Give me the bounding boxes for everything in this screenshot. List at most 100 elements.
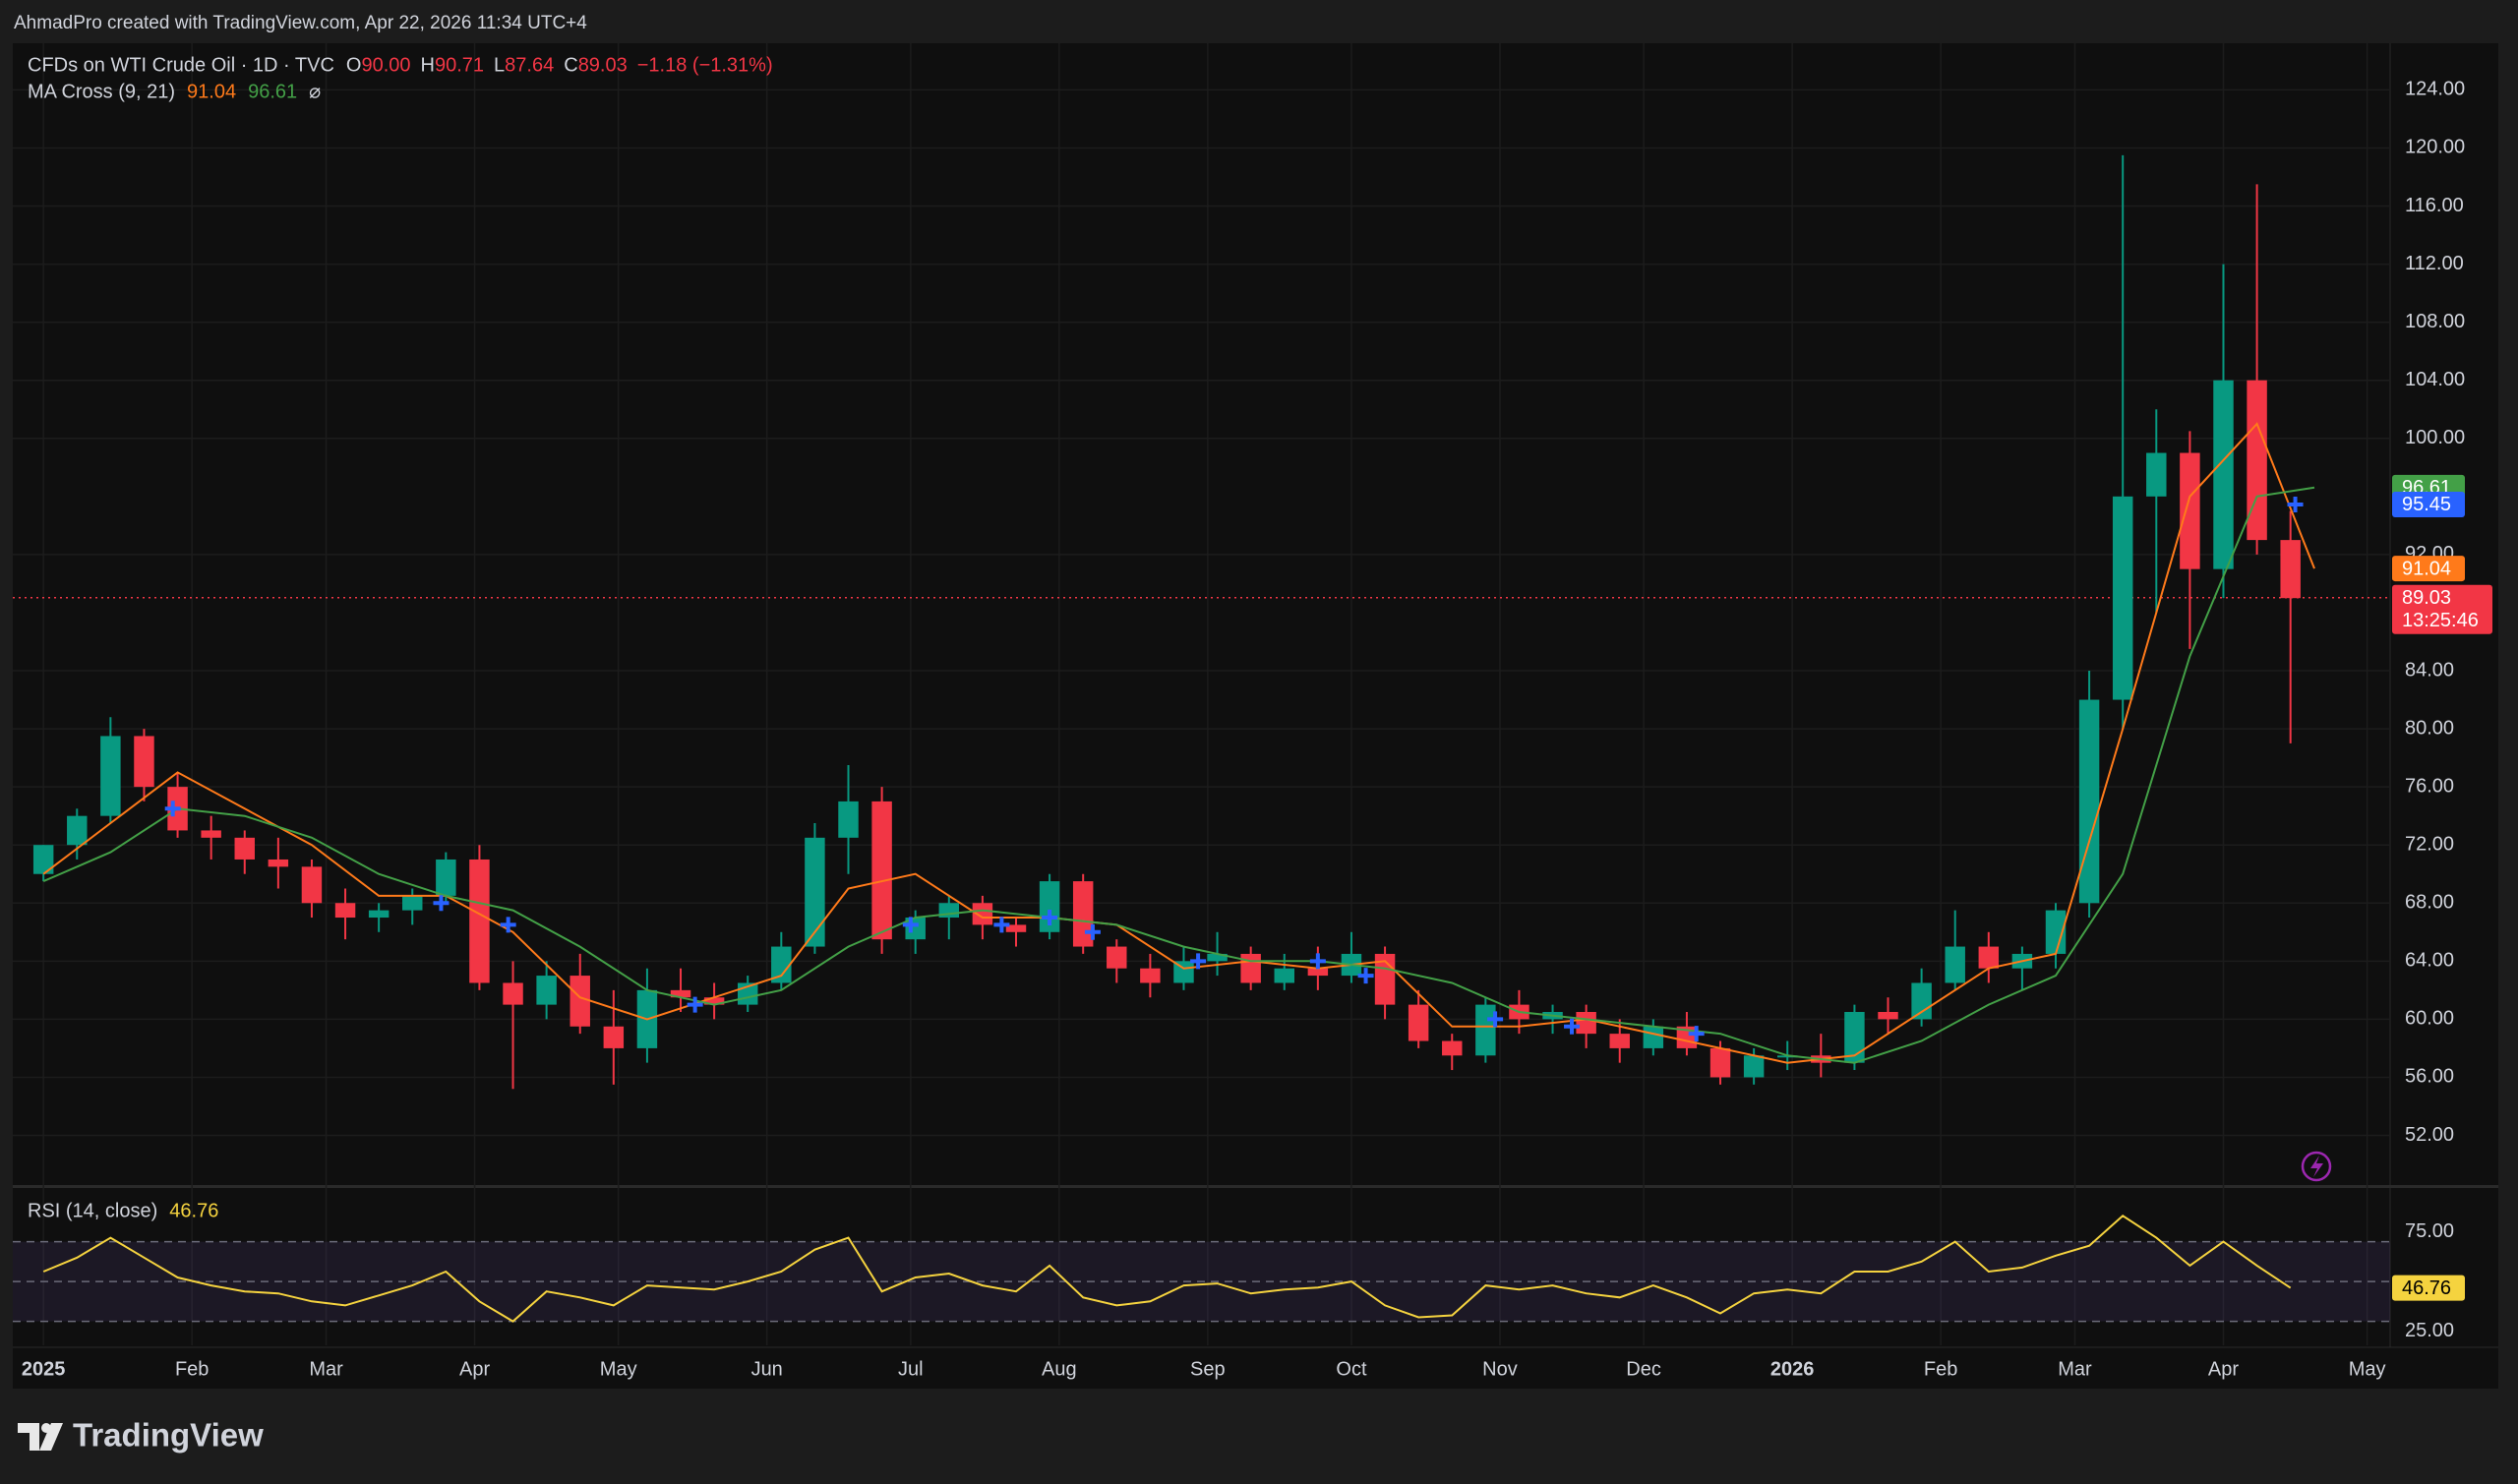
rsi-line xyxy=(42,1215,2292,1323)
price-badge xyxy=(2392,1275,2465,1301)
candle-body xyxy=(2180,452,2200,569)
candle-body xyxy=(234,837,255,860)
candle-body xyxy=(301,866,323,904)
candle-body xyxy=(1207,953,1228,962)
candle-body xyxy=(670,989,691,998)
x-tick-label: Apr xyxy=(459,1358,490,1380)
ma-line xyxy=(42,422,2315,1064)
candle-body xyxy=(871,801,892,940)
ma-line xyxy=(42,486,2315,1064)
candle-body xyxy=(1307,968,1329,977)
logo-shape xyxy=(18,1423,39,1451)
legend-text: CFDs on WTI Crude Oil · 1D · TVC xyxy=(28,54,334,76)
ma-cross xyxy=(1190,953,1207,970)
x-tick-label: Mar xyxy=(309,1358,343,1380)
candle-body xyxy=(503,982,523,1005)
candle-body xyxy=(402,895,423,911)
x-tick-label: Feb xyxy=(1924,1358,1957,1380)
y-tick-label: 72.00 xyxy=(2405,833,2454,855)
price-badge xyxy=(2392,491,2465,517)
candle-body xyxy=(1844,1011,1865,1063)
ma-cross xyxy=(1564,1018,1581,1035)
candle-body xyxy=(368,910,390,919)
y-tick-label: 80.00 xyxy=(2405,717,2454,739)
candle-body xyxy=(1743,1055,1765,1078)
legend-text: −1.18 (−1.31%) xyxy=(637,54,773,76)
ma-cross xyxy=(1688,1026,1705,1042)
legend-text: 96.61 xyxy=(248,81,297,102)
y-tick-label: 104.00 xyxy=(2405,369,2465,390)
grid: 2025 Feb Mar Apr May Jun Jul Aug Sep Oct Nov Dec 202… xyxy=(13,43,2465,1380)
brand-logo: TradingView xyxy=(18,1417,264,1454)
alert-icon[interactable] xyxy=(2301,1151,2332,1182)
candle-body xyxy=(536,976,557,1005)
candle-body xyxy=(838,801,859,838)
legend-text: H xyxy=(421,54,435,76)
candle-body xyxy=(201,830,221,838)
legend-text: 89.03 xyxy=(578,54,628,76)
x-tick-label: Oct xyxy=(1336,1358,1367,1380)
y-tick-label: 52.00 xyxy=(2405,1124,2454,1146)
candle-body xyxy=(469,859,490,983)
y-tick-label: 112.00 xyxy=(2405,253,2464,274)
ma-cross xyxy=(1309,953,1326,970)
legend-text: 90.00 xyxy=(361,54,410,76)
legend-text: 87.64 xyxy=(505,54,554,76)
candle-body xyxy=(134,736,154,788)
ma-cross xyxy=(1084,923,1101,940)
ma-cross xyxy=(164,801,181,817)
candle-body xyxy=(1978,946,2000,969)
price-badge-label: 46.76 xyxy=(2402,1277,2451,1299)
price-badge-label: 91.04 xyxy=(2402,558,2451,579)
candle-body xyxy=(1911,982,1932,1020)
candle-body xyxy=(2045,910,2067,954)
legend-text: 90.71 xyxy=(435,54,484,76)
ma-cross xyxy=(500,917,516,933)
price-badge-label: 89.03 xyxy=(2402,587,2451,609)
price-badge xyxy=(2392,556,2465,582)
y-tick-label: 64.00 xyxy=(2405,950,2454,972)
x-tick-label: Nov xyxy=(1482,1358,1518,1380)
candle-body xyxy=(1240,953,1261,983)
candle-body xyxy=(2247,380,2267,541)
x-tick-label: Aug xyxy=(1042,1358,1077,1380)
top-note: AhmadPro created with TradingView.com, A… xyxy=(14,13,587,33)
x-tick-label: Mar xyxy=(2058,1358,2092,1380)
candle-body xyxy=(1072,881,1094,947)
legend-text: 46.76 xyxy=(169,1200,218,1221)
countdown: 13:25:46 xyxy=(2402,610,2479,631)
candle-body xyxy=(334,903,356,919)
candle-body xyxy=(2213,380,2234,569)
candle-body xyxy=(972,903,993,925)
legend-text: RSI (14, close) xyxy=(28,1200,157,1221)
candle-body xyxy=(1576,1011,1596,1035)
legend-text: 91.04 xyxy=(187,81,236,102)
candle-body xyxy=(603,1026,625,1048)
x-tick-label: Dec xyxy=(1626,1358,1661,1380)
y-tick-label: 60.00 xyxy=(2405,1008,2454,1030)
x-tick-label: Jul xyxy=(898,1358,924,1380)
y-tick-label: 68.00 xyxy=(2405,892,2454,914)
legend-text: ⌀ xyxy=(309,81,321,102)
ma-cross xyxy=(1487,1011,1504,1028)
rsi-tick-label: 75.00 xyxy=(2405,1220,2454,1242)
candle-body xyxy=(1140,968,1161,983)
logo-shape xyxy=(39,1423,63,1451)
candle-body xyxy=(67,815,88,846)
price-badge xyxy=(2392,584,2492,634)
x-tick-label: Jun xyxy=(751,1358,783,1380)
x-tick-label: Feb xyxy=(175,1358,209,1380)
candle-body xyxy=(2280,540,2301,599)
candle-body xyxy=(1475,1004,1496,1056)
candle-body xyxy=(1709,1047,1731,1078)
y-tick-label: 100.00 xyxy=(2405,427,2465,448)
candle-body xyxy=(1643,1026,1664,1048)
x-tick-label: May xyxy=(2349,1358,2386,1380)
ma-cross xyxy=(1357,968,1374,984)
y-tick-label: 120.00 xyxy=(2405,137,2465,158)
candle-body xyxy=(1408,1004,1429,1041)
ma-cross xyxy=(687,996,703,1013)
